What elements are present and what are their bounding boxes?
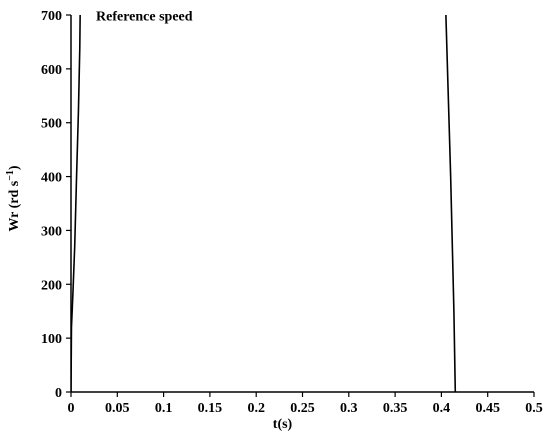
y-tick-label: 500 [41, 117, 62, 132]
annotation-reference-speed: Reference speed [96, 9, 193, 24]
y-tick-label: 700 [41, 9, 62, 24]
y-axis-label-superscript: −1 [5, 170, 16, 181]
x-tick-label: 0.05 [105, 401, 130, 416]
series-line-1 [71, 15, 81, 392]
x-tick-label: 0.25 [290, 401, 315, 416]
x-tick-label: 0.45 [475, 401, 500, 416]
y-tick-label: 600 [41, 63, 62, 78]
y-axis-label-main: Wr (rd s [7, 180, 22, 231]
labels: Reference speed t(s) Wr (rd s−1) [5, 9, 293, 432]
y-tick-label: 300 [41, 224, 62, 239]
y-axis-label-close: ) [7, 165, 22, 170]
axes: 0 0.05 0.1 0.15 0.2 0.25 0.3 0.35 0.4 0.45 0.5 0 100… [41, 9, 543, 416]
series-line-2 [445, 15, 457, 392]
y-tick-label: 400 [41, 171, 62, 186]
x-tick-label: 0.15 [198, 401, 223, 416]
x-tick-label: 0.4 [433, 401, 451, 416]
y-tick-label: 100 [41, 332, 62, 347]
x-tick-label: 0.1 [155, 401, 173, 416]
y-axis-label: Wr (rd s−1) [5, 165, 23, 232]
x-axis-label: t(s) [273, 417, 293, 432]
x-tick-label: 0.2 [247, 401, 265, 416]
x-tick-label: 0.5 [525, 401, 543, 416]
x-tick-label: 0 [68, 401, 75, 416]
y-tick-label: 0 [55, 386, 62, 401]
x-tick-label: 0.35 [383, 401, 408, 416]
series-group [71, 15, 457, 392]
x-tick-label: 0.3 [340, 401, 358, 416]
y-tick-label: 200 [41, 278, 62, 293]
